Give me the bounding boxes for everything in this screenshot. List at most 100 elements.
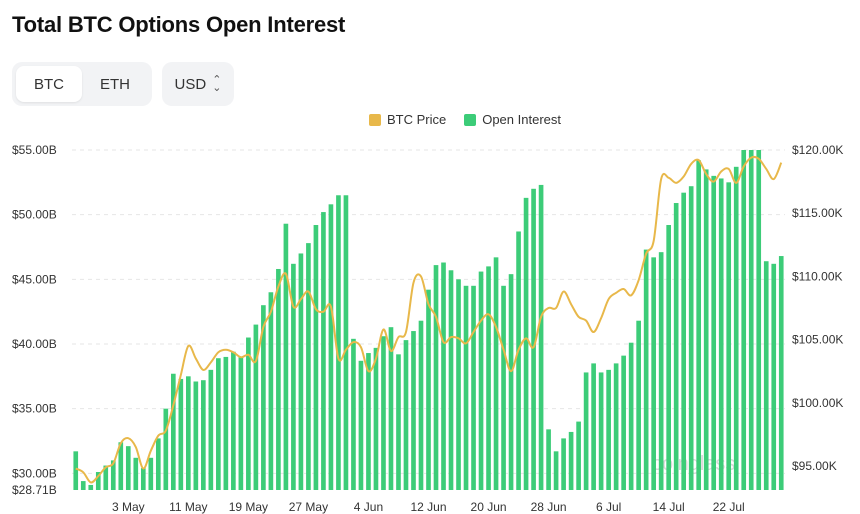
y-left-tick-label: $45.00B: [12, 272, 57, 286]
oi-bar: [351, 338, 356, 490]
oi-bar: [238, 356, 244, 490]
oi-bar: [763, 261, 769, 490]
oi-bar: [651, 257, 656, 490]
x-tick-label: 20 Jun: [471, 500, 507, 514]
oi-bar: [291, 263, 296, 490]
oi-bar: [711, 175, 717, 490]
y-left-tick-label: $40.00B: [12, 337, 57, 351]
oi-bar: [140, 468, 146, 490]
oi-bar: [208, 369, 214, 490]
oi-bar: [621, 355, 626, 490]
oi-bar: [688, 186, 694, 490]
oi-bar: [155, 438, 161, 490]
x-tick-label: 12 Jun: [410, 500, 446, 514]
oi-bar: [606, 369, 611, 490]
y-left-tick-label: $50.00B: [12, 208, 57, 222]
oi-bar: [448, 270, 454, 490]
oi-bar: [681, 192, 687, 490]
oi-bar: [253, 324, 259, 490]
oi-bar: [463, 285, 469, 490]
x-tick-label: 6 Jul: [596, 500, 621, 514]
oi-bar: [538, 184, 544, 490]
oi-bar: [321, 212, 326, 490]
oi-bar: [80, 481, 86, 490]
currency-select[interactable]: USD ⌃ ⌄: [162, 62, 234, 106]
oi-bar: [441, 262, 446, 490]
oi-bar: [771, 263, 777, 490]
oi-bar: [276, 268, 281, 490]
oi-bar: [328, 204, 334, 490]
chevron-up-down-icon: ⌃ ⌄: [212, 74, 222, 94]
oi-bar: [718, 178, 724, 490]
oi-bar: [358, 360, 364, 490]
oi-bar: [201, 380, 206, 490]
oi-bar: [666, 225, 671, 490]
oi-bar: [696, 160, 702, 491]
oi-bar: [223, 356, 229, 490]
asset-tab-eth[interactable]: ETH: [100, 75, 130, 93]
oi-bar: [306, 243, 311, 490]
oi-bar: [456, 279, 461, 490]
oi-bar: [73, 451, 79, 490]
oi-bar: [778, 256, 784, 490]
oi-bar: [471, 285, 476, 490]
oi-bar: [703, 169, 709, 490]
legend-label-oi: Open Interest: [482, 112, 561, 127]
oi-bar: [186, 376, 191, 490]
oi-bar: [178, 378, 184, 490]
oi-bar: [426, 289, 431, 490]
oi-bar: [478, 271, 484, 490]
oi-bar: [298, 253, 304, 490]
y-right-tick-label: $110.00K: [792, 269, 843, 283]
oi-bar: [125, 446, 131, 490]
y-right-tick-label: $105.00K: [792, 333, 843, 347]
oi-bar: [246, 337, 251, 490]
oi-bar: [486, 266, 491, 490]
oi-bar: [516, 231, 521, 491]
oi-bar: [628, 342, 634, 490]
oi-bar: [493, 257, 499, 490]
legend-swatch-price: [368, 113, 381, 126]
oi-bar: [343, 195, 349, 491]
oi-bar: [726, 182, 732, 491]
legend-item-open-interest[interactable]: Open Interest: [464, 112, 561, 127]
oi-bar: [261, 305, 266, 490]
oi-bar: [231, 351, 236, 490]
oi-bar: [636, 320, 641, 490]
x-tick-label: 4 Jun: [354, 500, 383, 514]
y-left-tick-label: $55.00B: [12, 143, 57, 157]
x-tick-label: 19 May: [229, 500, 268, 514]
oi-bar: [388, 327, 394, 490]
oi-bar: [733, 166, 739, 490]
legend-item-btc-price[interactable]: BTC Price: [368, 112, 446, 127]
oi-bar: [396, 354, 401, 490]
oi-bar: [103, 465, 109, 490]
x-tick-label: 3 May: [112, 500, 145, 514]
page-title: Total BTC Options Open Interest: [12, 12, 346, 37]
oi-bar: [591, 363, 596, 490]
currency-label: USD: [174, 75, 207, 93]
asset-tab-btc[interactable]: BTC: [16, 66, 82, 102]
oi-bar: [366, 353, 371, 490]
oi-bar: [508, 274, 514, 490]
oi-bar: [433, 265, 439, 490]
oi-bar: [576, 421, 581, 490]
oi-bar: [756, 150, 762, 490]
x-tick-label: 14 Jul: [653, 500, 685, 514]
chart-legend: BTC Price Open Interest: [0, 112, 860, 127]
y-left-tick-label: $30.00B: [12, 466, 57, 480]
oi-bar: [110, 460, 116, 490]
oi-bar: [95, 472, 101, 490]
oi-bar: [268, 292, 274, 490]
oi-bar: [523, 197, 529, 490]
oi-bar: [598, 372, 604, 490]
oi-bar: [501, 285, 506, 490]
oi-bar: [216, 358, 221, 490]
oi-bar: [568, 431, 574, 490]
oi-bar: [148, 457, 154, 490]
legend-swatch-oi: [464, 113, 477, 126]
oi-bar: [613, 363, 619, 490]
oi-bar: [118, 442, 124, 490]
asset-toggle: BTC ETH: [12, 62, 152, 106]
